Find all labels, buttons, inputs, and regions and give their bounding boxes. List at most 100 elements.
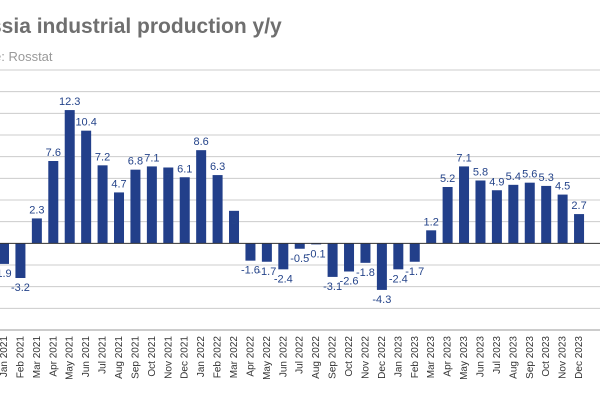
- data-label: 12.3: [59, 96, 80, 108]
- x-tick-label: Jan 2022: [196, 336, 207, 378]
- data-label: -1.6: [241, 265, 260, 277]
- x-tick-label: Nov 2022: [360, 336, 371, 379]
- data-label: 4.5: [555, 181, 570, 193]
- x-tick-label: Mar 2022: [229, 336, 240, 379]
- data-label: 8.6: [194, 136, 209, 148]
- data-label: 2.7: [571, 200, 586, 212]
- bar: [212, 175, 223, 244]
- bar: [557, 194, 568, 244]
- data-label: 7: [165, 173, 171, 185]
- data-label: 6.1: [177, 163, 192, 175]
- bar: [327, 243, 338, 277]
- x-tick-label: Jun 2021: [81, 336, 92, 378]
- x-tick-labels: Jan 2021 Feb 2021 Mar 2021 Apr 2021 May 2021…: [0, 336, 585, 380]
- x-tick-label: May 2021: [65, 336, 76, 380]
- data-label: -4.3: [372, 294, 391, 306]
- data-label: 5.3: [539, 172, 554, 184]
- x-tick-label: Feb 2021: [15, 336, 26, 379]
- bar: [376, 243, 387, 290]
- bar: [130, 169, 141, 244]
- bar: [114, 192, 125, 244]
- data-label: 1.9: [0, 268, 12, 280]
- x-tick-label: Sep 2021: [130, 336, 141, 379]
- bar: [475, 180, 486, 244]
- data-label: 6.8: [128, 156, 143, 168]
- bar: [541, 185, 552, 244]
- data-label: 3: [231, 215, 237, 227]
- bar: [97, 165, 108, 244]
- x-tick-label: Jul 2021: [98, 336, 109, 374]
- x-tick-label: May 2022: [262, 336, 273, 380]
- x-tick-label: Oct 2023: [541, 336, 552, 377]
- bar: [311, 243, 322, 245]
- bar: [64, 110, 75, 244]
- x-tick-label: Dec 2023: [574, 336, 585, 379]
- bar: [574, 214, 585, 244]
- x-tick-label: Jun 2022: [278, 336, 289, 378]
- data-label: 10.4: [75, 117, 96, 129]
- x-tick-label: Jan 2023: [393, 336, 404, 378]
- bar: [508, 184, 519, 244]
- data-label: 2.3: [29, 204, 44, 216]
- bar: [179, 177, 190, 244]
- bar: [245, 243, 256, 261]
- bar: [294, 243, 305, 249]
- bars: [0, 110, 585, 290]
- data-label: 7.6: [46, 147, 61, 159]
- x-tick-label: Dec 2022: [377, 336, 388, 379]
- bar: [344, 243, 355, 272]
- bar: [261, 243, 272, 262]
- bar: [15, 243, 26, 278]
- bar: [229, 210, 240, 244]
- bar: [360, 243, 371, 263]
- x-tick-label: Jul 2022: [295, 336, 306, 374]
- data-label: 5.4: [506, 171, 521, 183]
- x-tick-label: Feb 2023: [410, 336, 421, 379]
- bar: [426, 230, 437, 244]
- bar: [442, 187, 453, 244]
- data-label: -2.6: [340, 276, 359, 288]
- bar: [524, 182, 535, 244]
- data-label: 5.2: [440, 173, 455, 185]
- x-tick-label: Apr 2022: [245, 336, 256, 377]
- data-label: 5.6: [522, 169, 537, 181]
- data-label: -1.7: [257, 266, 276, 278]
- x-tick-label: Oct 2021: [147, 336, 158, 377]
- x-tick-label: Aug 2021: [114, 336, 125, 379]
- chart-title: ssia industrial production y/y: [0, 15, 282, 38]
- bar: [81, 130, 92, 244]
- x-tick-label: Apr 2021: [48, 336, 59, 377]
- data-label: -1.7: [405, 266, 424, 278]
- bar: [393, 243, 404, 270]
- x-tick-label: Mar 2023: [426, 336, 437, 379]
- bar: [459, 166, 470, 244]
- x-tick-label: Aug 2022: [311, 336, 322, 379]
- data-label: 4.9: [489, 176, 504, 188]
- x-tick-label: May 2023: [459, 336, 470, 380]
- bar: [196, 150, 207, 244]
- bar: [163, 167, 174, 244]
- x-tick-label: Nov 2021: [163, 336, 174, 379]
- x-tick-label: Mar 2021: [32, 336, 43, 379]
- data-label: 7.1: [456, 152, 471, 164]
- data-labels: 1.9-3.22.37.612.310.47.24.76.87.176.18.6…: [0, 96, 587, 306]
- bar: [409, 243, 420, 262]
- data-label: 6.3: [210, 161, 225, 173]
- x-tick-label: Apr 2023: [443, 336, 454, 377]
- x-tick-label: Sep 2023: [525, 336, 536, 379]
- data-label: 7.2: [95, 151, 110, 163]
- data-label: -2.4: [274, 273, 293, 285]
- data-label: -0.1: [307, 248, 326, 260]
- bar: [48, 161, 59, 244]
- data-label: 5.8: [473, 167, 488, 179]
- x-tick-label: Jun 2023: [475, 336, 486, 378]
- x-tick-label: Aug 2023: [508, 336, 519, 379]
- data-label: -3.1: [323, 281, 342, 293]
- gridlines: [0, 69, 600, 331]
- data-label: 1.2: [424, 216, 439, 228]
- bar: [278, 243, 289, 270]
- data-label: 4.7: [111, 178, 126, 190]
- data-label: -0.5: [290, 253, 309, 265]
- x-tick-label: Oct 2022: [344, 336, 355, 377]
